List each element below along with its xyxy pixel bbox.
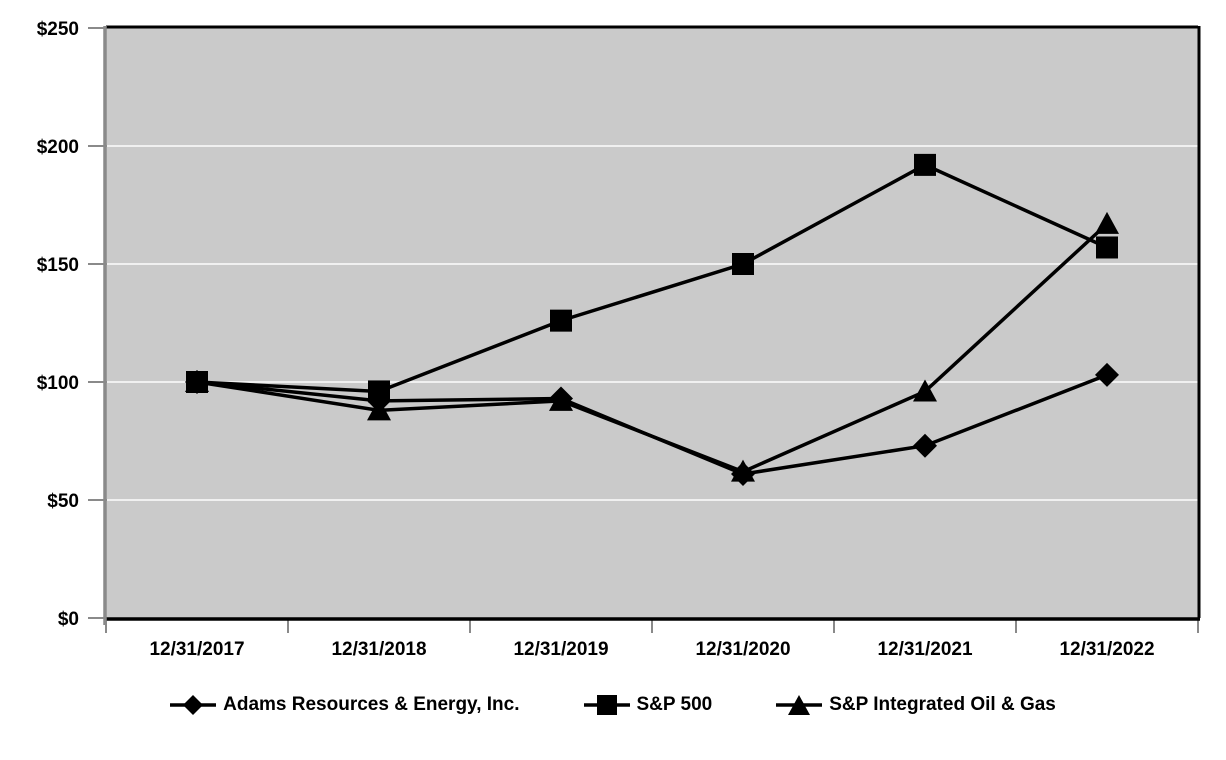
chart-canvas: $0 $50 $100 $150 $200 $250 12/31/2017 12/31/201… bbox=[37, 19, 1201, 660]
y-axis-tick-label: $200 bbox=[37, 137, 79, 158]
y-axis-tick-label: $0 bbox=[58, 609, 79, 630]
square-data-marker bbox=[186, 371, 208, 393]
y-axis-tick-label: $50 bbox=[47, 491, 79, 512]
x-axis-tick-label: 12/31/2017 bbox=[149, 639, 244, 660]
legend-item-sp500: S&P 500 bbox=[583, 692, 713, 718]
legend-item-sp-integrated-oil-gas: S&P Integrated Oil & Gas bbox=[776, 692, 1056, 718]
series-line-triangle bbox=[196, 222, 1109, 474]
square-data-marker bbox=[550, 309, 572, 332]
diamond-data-marker bbox=[913, 433, 937, 458]
series-line-square bbox=[196, 162, 1108, 394]
legend-label: Adams Resources & Energy, Inc. bbox=[223, 694, 520, 715]
diamond-data-marker bbox=[1095, 362, 1119, 387]
legend-label: S&P Integrated Oil & Gas bbox=[829, 694, 1056, 715]
chart-legend: Adams Resources & Energy, Inc. S&P 500 S… bbox=[0, 692, 1226, 718]
square-marker-icon bbox=[583, 695, 630, 715]
legend-label: S&P 500 bbox=[636, 694, 713, 715]
square-data-marker bbox=[368, 380, 390, 403]
square-data-marker bbox=[1096, 236, 1118, 259]
triangle-data-marker bbox=[549, 388, 573, 411]
square-data-marker bbox=[732, 253, 754, 275]
x-axis-tick-label: 12/31/2021 bbox=[877, 639, 973, 660]
y-axis-tick-label: $250 bbox=[37, 19, 79, 40]
triangle-data-marker bbox=[367, 398, 391, 421]
triangle-marker-icon bbox=[776, 695, 823, 715]
triangle-data-marker bbox=[1095, 211, 1119, 234]
diamond-marker-icon bbox=[170, 695, 217, 715]
x-axis-tick-label: 12/31/2022 bbox=[1059, 639, 1154, 660]
plot-area bbox=[106, 28, 1198, 618]
triangle-data-marker bbox=[731, 459, 755, 482]
x-axis-tick-label: 12/31/2020 bbox=[695, 639, 790, 660]
x-axis-tick-label: 12/31/2019 bbox=[513, 639, 608, 660]
y-axis-tick-label: $150 bbox=[37, 255, 79, 276]
y-axis-tick-label: $100 bbox=[37, 373, 79, 394]
legend-item-adams-resources: Adams Resources & Energy, Inc. bbox=[170, 692, 520, 718]
x-axis-tick-label: 12/31/2018 bbox=[331, 639, 426, 660]
triangle-data-marker bbox=[913, 379, 937, 402]
square-data-marker bbox=[914, 153, 936, 176]
